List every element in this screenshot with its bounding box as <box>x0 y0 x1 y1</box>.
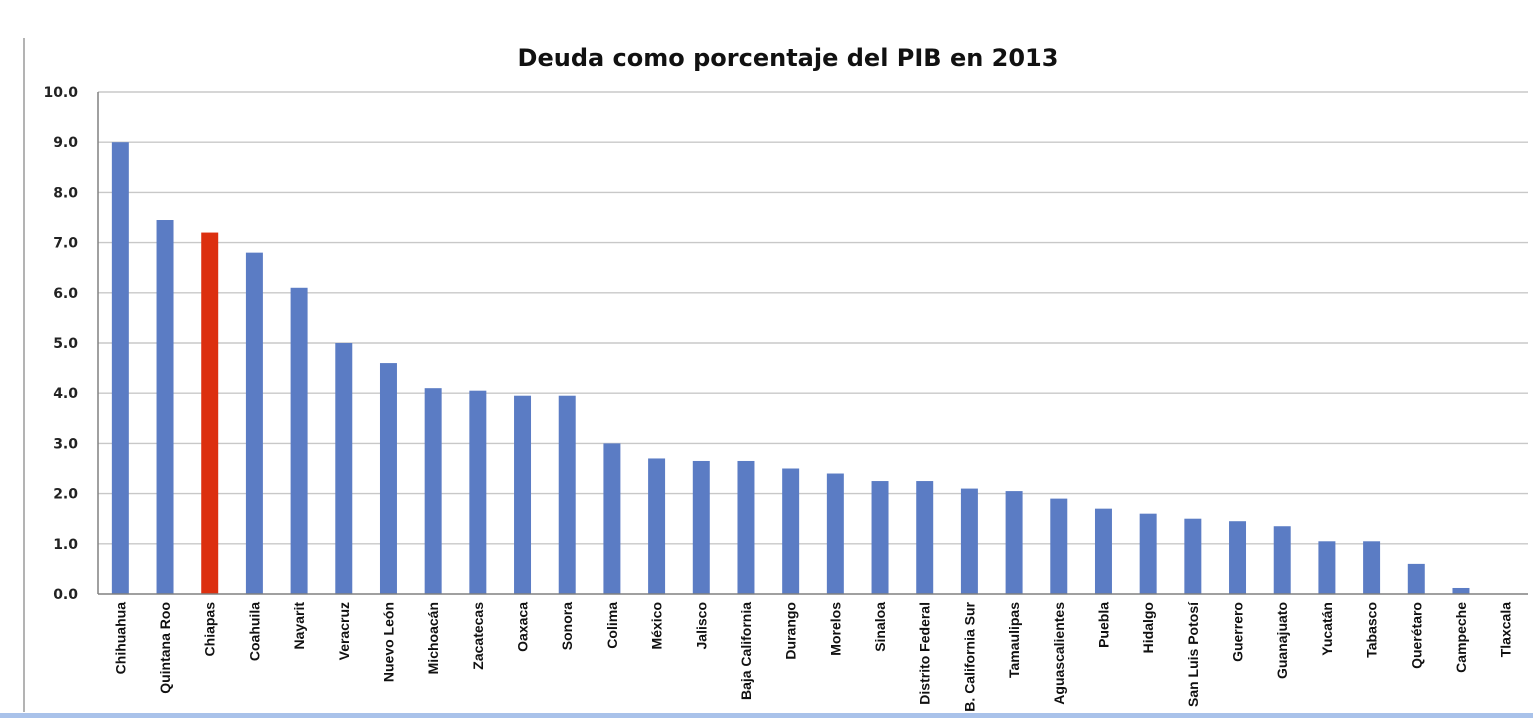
x-tick-label: Durango <box>783 602 799 660</box>
bar <box>1229 521 1247 594</box>
bar <box>290 287 308 594</box>
y-tick-label: 10.0 <box>43 85 78 101</box>
x-tick-label: Chihuahua <box>112 602 128 675</box>
y-tick-label: 1.0 <box>53 537 78 553</box>
bar <box>111 142 129 594</box>
x-tick-label: Campeche <box>1453 602 1469 673</box>
y-tick-label: 6.0 <box>53 286 78 302</box>
x-tick-label: Sinaloa <box>872 602 888 652</box>
x-tick-label: Tamaulipas <box>1006 602 1022 678</box>
x-tick-label: Colima <box>604 602 620 649</box>
y-tick-label: 4.0 <box>53 386 78 402</box>
x-tick-label: Aguascalientes <box>1051 602 1067 705</box>
x-tick-label: Chiapas <box>202 602 218 657</box>
bar <box>1363 541 1381 594</box>
x-tick-label: Zacatecas <box>470 602 486 670</box>
bar <box>379 363 397 594</box>
x-tick-label: Distrito Federal <box>917 602 933 705</box>
chart-title: Deuda como porcentaje del PIB en 2013 <box>518 44 1059 72</box>
y-tick-label: 9.0 <box>53 135 78 151</box>
bar <box>1184 518 1202 594</box>
x-tick-label: Nayarit <box>291 602 307 650</box>
bar <box>1452 587 1470 594</box>
bar <box>424 388 442 594</box>
bar <box>692 460 710 594</box>
x-tick-label: Oaxaca <box>515 602 531 652</box>
x-tick-label: Michoacán <box>425 602 441 674</box>
x-tick-label: Veracruz <box>336 602 352 660</box>
bar <box>514 395 532 594</box>
bar <box>826 473 844 594</box>
y-tick-label: 5.0 <box>53 336 78 352</box>
y-tick-label: 0.0 <box>53 587 78 603</box>
y-axis-ticks: 0.0 1.0 2.0 3.0 4.0 5.0 6.0 7.0 8.0 9.0 10.0 <box>43 85 78 603</box>
bar <box>871 481 889 594</box>
bar <box>782 468 800 594</box>
bar <box>1094 508 1112 594</box>
bar <box>1273 526 1291 594</box>
bar <box>1318 541 1336 594</box>
x-tick-label: Nuevo León <box>380 602 396 682</box>
y-tick-label: 2.0 <box>53 487 78 503</box>
x-tick-label: Guanajuato <box>1274 602 1290 679</box>
x-tick-label: México <box>649 602 665 649</box>
x-tick-label: Jalisco <box>693 602 709 649</box>
bar <box>1407 563 1425 594</box>
x-tick-label: Sonora <box>559 602 575 650</box>
bar <box>737 460 755 594</box>
bar <box>201 232 219 594</box>
x-tick-label: Yucatán <box>1319 602 1335 656</box>
x-tick-label: Coahuila <box>246 602 262 661</box>
x-tick-label: Tabasco <box>1364 602 1380 658</box>
x-tick-label: Guerrero <box>1230 602 1246 662</box>
x-tick-label: Baja California <box>738 602 754 700</box>
x-tick-label: Quintana Roo <box>157 602 173 694</box>
bar <box>245 252 263 594</box>
bottom-frame-strip <box>0 713 1533 718</box>
x-tick-label: Hidalgo <box>1140 602 1156 653</box>
bar <box>156 220 174 594</box>
x-tick-label: Morelos <box>827 602 843 656</box>
bar <box>960 488 978 594</box>
x-tick-label: Tlaxcala <box>1498 602 1514 657</box>
bar <box>335 343 353 594</box>
x-axis-labels: Chihuahua Quintana Roo Chiapas Coahuila Naya… <box>112 601 1513 712</box>
bar <box>1050 498 1068 594</box>
y-tick-label: 3.0 <box>53 436 78 452</box>
y-tick-label: 8.0 <box>53 185 78 201</box>
bar <box>1005 491 1023 594</box>
y-tick-label: 7.0 <box>53 236 78 252</box>
x-tick-label: Querétaro <box>1408 602 1424 669</box>
x-tick-label: B. California Sur <box>961 601 977 711</box>
bar <box>558 395 576 594</box>
bar <box>603 443 621 594</box>
x-tick-label: Puebla <box>1095 602 1111 648</box>
x-tick-label: San Luis Potosí <box>1185 601 1201 707</box>
bar <box>916 481 934 594</box>
bar <box>469 390 487 594</box>
bar <box>1139 513 1157 594</box>
bar <box>648 458 666 594</box>
bars <box>111 142 1470 594</box>
